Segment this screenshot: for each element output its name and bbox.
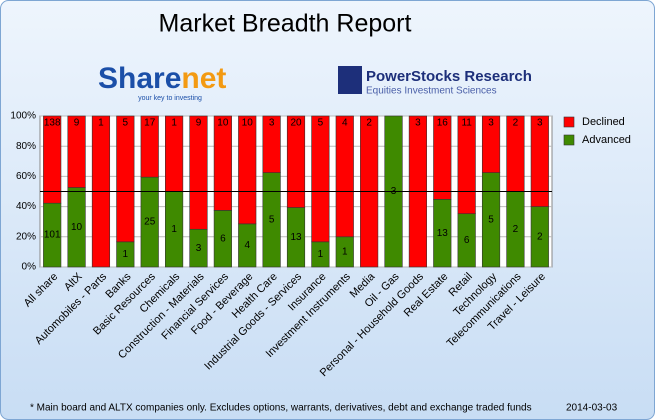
value-label: 10	[217, 118, 229, 129]
value-label: 10	[71, 222, 83, 233]
value-label: 6	[464, 235, 470, 246]
logo-icon	[338, 66, 362, 94]
y-tick-label: 80%	[16, 141, 36, 152]
value-label: 9	[74, 118, 80, 129]
bar-segment	[530, 115, 549, 207]
value-label: 5	[123, 118, 129, 129]
logo-tagline: your key to investing	[138, 95, 202, 102]
y-tick-label: 100%	[10, 111, 36, 122]
value-label: 13	[437, 228, 449, 239]
sharenet-logo: Sharenet your key to investing	[98, 62, 226, 102]
value-label: 2	[513, 224, 519, 235]
chart-title: Market Breadth Report	[159, 10, 412, 38]
value-label: 5	[318, 118, 324, 129]
value-label: 1	[98, 118, 104, 129]
value-label: 6	[220, 233, 226, 244]
value-label: 3	[196, 243, 202, 254]
bar-segment	[116, 115, 135, 243]
bar-segment	[286, 115, 306, 208]
bar-segment	[481, 115, 501, 173]
bar-segment	[213, 115, 232, 211]
value-label: 1	[342, 247, 348, 258]
value-label: 4	[244, 240, 250, 251]
logo-part: net	[181, 62, 226, 95]
bar-segment	[67, 115, 86, 188]
value-label: 17	[144, 118, 156, 129]
value-label: 3	[537, 118, 543, 129]
bar-segment	[311, 115, 330, 243]
bar-segment	[43, 115, 62, 204]
bar-segment	[189, 115, 208, 230]
value-label: 3	[269, 118, 275, 129]
value-label: 101	[44, 230, 61, 241]
value-label: 2	[366, 118, 372, 129]
value-label: 13	[290, 232, 302, 243]
value-label: 1	[318, 249, 324, 260]
y-tick-label: 20%	[16, 231, 36, 242]
value-label: 10	[242, 118, 254, 129]
value-label: 5	[488, 214, 494, 225]
logo-part: Share	[98, 62, 181, 95]
value-label: 16	[437, 118, 449, 129]
bar-segment	[262, 115, 281, 173]
bar-segment	[238, 115, 257, 225]
y-tick-label: 40%	[16, 201, 36, 212]
value-label: 4	[342, 118, 348, 129]
logo-text: Sharenet	[98, 62, 226, 95]
bar-segment	[433, 115, 452, 200]
value-label: 3	[488, 118, 494, 129]
value-label: 3	[415, 118, 421, 129]
value-label: 5	[269, 214, 275, 225]
powerstocks-logo: PowerStocks Research Equities Investment…	[338, 66, 532, 97]
legend-swatch	[563, 134, 575, 146]
y-tick-label: 0%	[22, 262, 37, 273]
legend-label: Advanced	[582, 134, 631, 146]
footnote: * Main board and ALTX companies only. Ex…	[30, 403, 532, 414]
value-label: 2	[537, 231, 543, 242]
value-label: 25	[144, 217, 156, 228]
value-label: 138	[44, 118, 61, 129]
value-label: 11	[461, 118, 472, 129]
bar-segment	[335, 115, 354, 238]
value-label: 1	[171, 118, 177, 129]
legend-swatch	[563, 116, 575, 128]
value-label: 1	[123, 249, 129, 260]
legend-label: Declined	[582, 116, 625, 128]
bar-segment	[457, 115, 476, 215]
y-tick-label: 60%	[16, 171, 36, 182]
date: 2014-03-03	[566, 403, 618, 414]
logo-text: PowerStocks Research	[366, 68, 532, 85]
bar-segment	[140, 115, 159, 178]
value-label: 20	[290, 118, 302, 129]
logo-tagline: Equities Investment Sciences	[366, 86, 497, 97]
value-label: 1	[171, 224, 177, 235]
value-label: 2	[513, 118, 519, 129]
value-label: 9	[196, 118, 202, 129]
